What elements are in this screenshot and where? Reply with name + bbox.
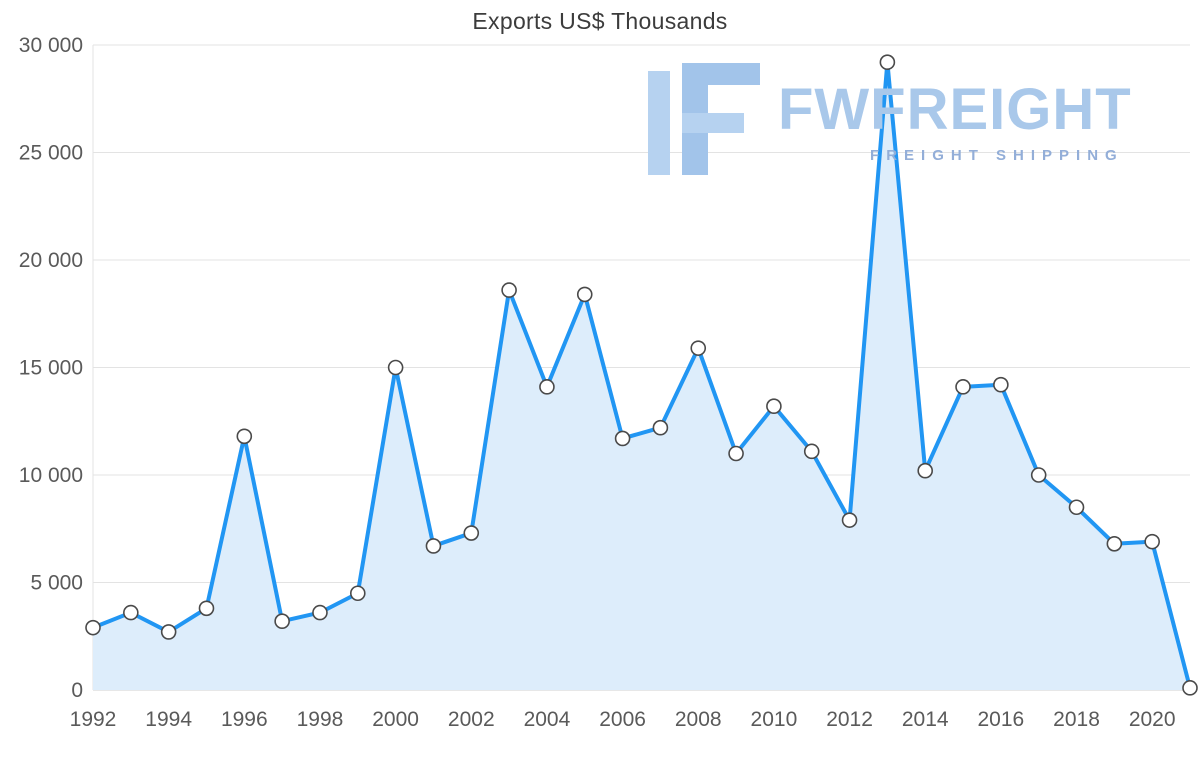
series-line xyxy=(91,60,1192,690)
data-point-marker[interactable] xyxy=(1030,467,1047,483)
data-point-marker[interactable] xyxy=(539,379,555,395)
x-axis-tick-label: 2000 xyxy=(372,708,419,731)
data-point-marker[interactable] xyxy=(387,359,404,376)
data-point-marker[interactable] xyxy=(576,286,593,303)
data-point-marker[interactable] xyxy=(1144,533,1160,550)
data-point-marker[interactable] xyxy=(652,419,669,436)
data-point-marker[interactable] xyxy=(803,443,820,460)
data-point-marker[interactable] xyxy=(85,619,101,636)
data-point-marker[interactable] xyxy=(1068,499,1085,516)
y-axis-tick-label: 0 xyxy=(71,679,83,702)
x-axis-tick-label: 1994 xyxy=(145,708,192,731)
x-axis-tick-label: 2010 xyxy=(751,708,798,731)
x-axis-tick-label: 2014 xyxy=(902,708,949,731)
y-axis-tick-label: 15 000 xyxy=(19,357,83,380)
chart-title: Exports US$ Thousands xyxy=(472,8,728,34)
x-axis-tick-label: 2002 xyxy=(448,708,495,731)
x-axis-tick-label: 1996 xyxy=(221,708,268,731)
x-axis-tick-label: 2004 xyxy=(524,708,571,731)
data-point-marker[interactable] xyxy=(728,445,744,462)
data-point-marker[interactable] xyxy=(614,430,631,447)
data-point-marker[interactable] xyxy=(917,462,934,479)
x-axis-tick-label: 2012 xyxy=(826,708,873,731)
area-fill xyxy=(93,62,1190,690)
x-axis-tick-label: 1992 xyxy=(70,708,117,731)
data-point-marker[interactable] xyxy=(425,538,442,554)
x-axis-tick-label: 2020 xyxy=(1129,708,1176,731)
y-axis-tick-label: 10 000 xyxy=(19,464,83,487)
x-axis-tick-label: 2016 xyxy=(978,708,1025,731)
data-point-marker[interactable] xyxy=(766,398,782,415)
y-axis-tick-label: 5 000 xyxy=(30,572,83,595)
x-axis-tick-label: 2008 xyxy=(675,708,722,731)
data-point-marker[interactable] xyxy=(349,585,366,602)
y-axis-tick-label: 30 000 xyxy=(19,34,83,57)
data-point-marker[interactable] xyxy=(1106,535,1123,552)
data-point-marker[interactable] xyxy=(879,54,896,71)
data-point-marker[interactable] xyxy=(312,604,328,621)
data-point-marker[interactable] xyxy=(501,282,517,298)
data-point-marker[interactable] xyxy=(841,512,858,528)
x-axis-tick-label: 2006 xyxy=(599,708,646,731)
y-axis-tick-label: 20 000 xyxy=(19,249,83,272)
data-point-marker[interactable] xyxy=(274,613,290,630)
data-point-marker[interactable] xyxy=(955,379,971,395)
y-axis-tick-label: 25 000 xyxy=(19,142,83,165)
data-point-marker[interactable] xyxy=(236,428,253,445)
x-axis-tick-label: 2018 xyxy=(1053,708,1100,731)
data-point-marker[interactable] xyxy=(690,340,707,356)
data-point-marker[interactable] xyxy=(993,376,1009,393)
data-point-marker[interactable] xyxy=(463,525,480,541)
x-axis-tick-label: 1998 xyxy=(297,708,344,731)
data-point-marker[interactable] xyxy=(123,604,139,621)
data-point-marker[interactable] xyxy=(160,624,177,640)
data-point-marker[interactable] xyxy=(1182,680,1198,696)
data-point-marker[interactable] xyxy=(198,600,215,617)
